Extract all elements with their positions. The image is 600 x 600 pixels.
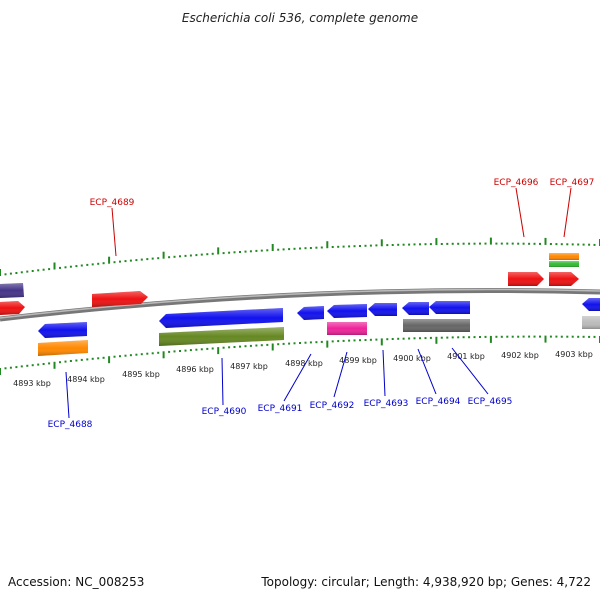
kbp-label: 4894 kbp: [67, 375, 105, 384]
gene-pink-4692[interactable]: [327, 322, 367, 335]
gene-label-ecp-4688[interactable]: ECP_4688: [48, 420, 93, 430]
gene-ecp-4694[interactable]: [402, 302, 429, 315]
kbp-label: 4900 kbp: [393, 354, 431, 363]
gene-ecp-4695[interactable]: [429, 301, 470, 314]
genome-backbone: [0, 288, 600, 322]
kbp-label: 4893 kbp: [13, 379, 51, 388]
kbp-label: 4902 kbp: [501, 351, 539, 360]
kbp-label: 4899 kbp: [339, 356, 377, 365]
gene-label-ecp-4696[interactable]: ECP_4696: [494, 178, 539, 188]
gene-ecp-4691[interactable]: [297, 306, 324, 320]
gene-olive-4690[interactable]: [159, 327, 284, 346]
gene-blue-right[interactable]: [582, 298, 600, 311]
gene-ecp-4690[interactable]: [159, 308, 283, 328]
gene-label-ecp-4690[interactable]: ECP_4690: [202, 407, 247, 417]
gene-ecp-4696[interactable]: [508, 272, 544, 286]
genome-title: Escherichia coli 536, complete genome: [182, 11, 418, 25]
gene-label-ecp-4697[interactable]: ECP_4697: [550, 178, 595, 188]
kbp-label: 4903 kbp: [555, 350, 593, 359]
gene-ecp-4689[interactable]: [92, 291, 148, 307]
gene-orange-4688[interactable]: [38, 340, 88, 356]
accession-label: Accession: NC_008253: [8, 575, 144, 589]
gene-label-ecp-4691[interactable]: ECP_4691: [258, 404, 303, 414]
gene-ecp-4697[interactable]: [549, 272, 579, 286]
gene-orange-top[interactable]: [549, 253, 579, 260]
gene-ecp-4692[interactable]: [327, 304, 367, 318]
inner-tick-ring: [0, 335, 600, 375]
outer-tick-ring: [0, 237, 600, 276]
kbp-label: 4901 kbp: [447, 352, 485, 361]
gene-label-ecp-4692[interactable]: ECP_4692: [310, 401, 355, 411]
kbp-label: 4898 kbp: [285, 359, 323, 368]
gene-label-ecp-4689[interactable]: ECP_4689: [90, 198, 135, 208]
kbp-label: 4897 kbp: [230, 362, 268, 371]
gene-green-top[interactable]: [549, 261, 579, 267]
gene-red-left[interactable]: [0, 301, 25, 315]
genome-summary: Topology: circular; Length: 4,938,920 bp…: [260, 575, 591, 589]
gene-ecp-4693[interactable]: [368, 303, 397, 316]
gene-lightgray-right[interactable]: [582, 316, 600, 329]
kbp-label: 4896 kbp: [176, 365, 214, 374]
gene-ecp-4688[interactable]: [38, 322, 87, 338]
gene-gray-4694[interactable]: [403, 319, 470, 332]
gene-label-ecp-4695[interactable]: ECP_4695: [468, 397, 513, 407]
gene-label-ecp-4693[interactable]: ECP_4693: [364, 399, 409, 409]
kbp-label: 4895 kbp: [122, 370, 160, 379]
gene-purple-left[interactable]: [0, 283, 24, 298]
gene-label-ecp-4694[interactable]: ECP_4694: [416, 397, 461, 407]
